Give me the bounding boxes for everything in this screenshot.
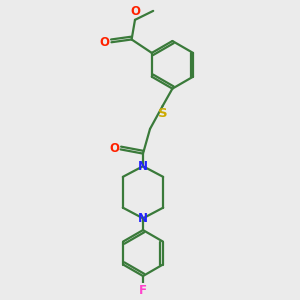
Text: N: N xyxy=(138,160,148,173)
Text: O: O xyxy=(109,142,119,155)
Text: S: S xyxy=(158,107,167,120)
Text: F: F xyxy=(139,284,147,297)
Text: N: N xyxy=(138,212,148,225)
Text: O: O xyxy=(130,5,140,19)
Text: O: O xyxy=(100,36,110,49)
